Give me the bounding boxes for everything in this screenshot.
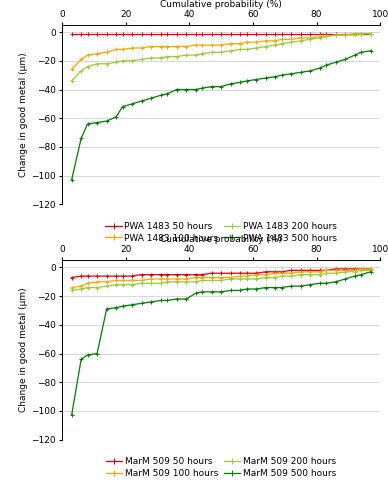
Legend: PWA 1483 50 hours, PWA 1483 100 hours, PWA 1483 200 hours, PWA 1483 500 hours: PWA 1483 50 hours, PWA 1483 100 hours, P…	[104, 220, 339, 244]
Y-axis label: Change in good metal (μm): Change in good metal (μm)	[19, 288, 28, 412]
X-axis label: Cumulative probability (%): Cumulative probability (%)	[160, 236, 282, 244]
Y-axis label: Change in good metal (μm): Change in good metal (μm)	[19, 52, 28, 177]
X-axis label: Cumulative probability (%): Cumulative probability (%)	[160, 0, 282, 9]
Legend: MarM 509 50 hours, MarM 509 100 hours, MarM 509 200 hours, MarM 509 500 hours: MarM 509 50 hours, MarM 509 100 hours, M…	[104, 456, 338, 480]
